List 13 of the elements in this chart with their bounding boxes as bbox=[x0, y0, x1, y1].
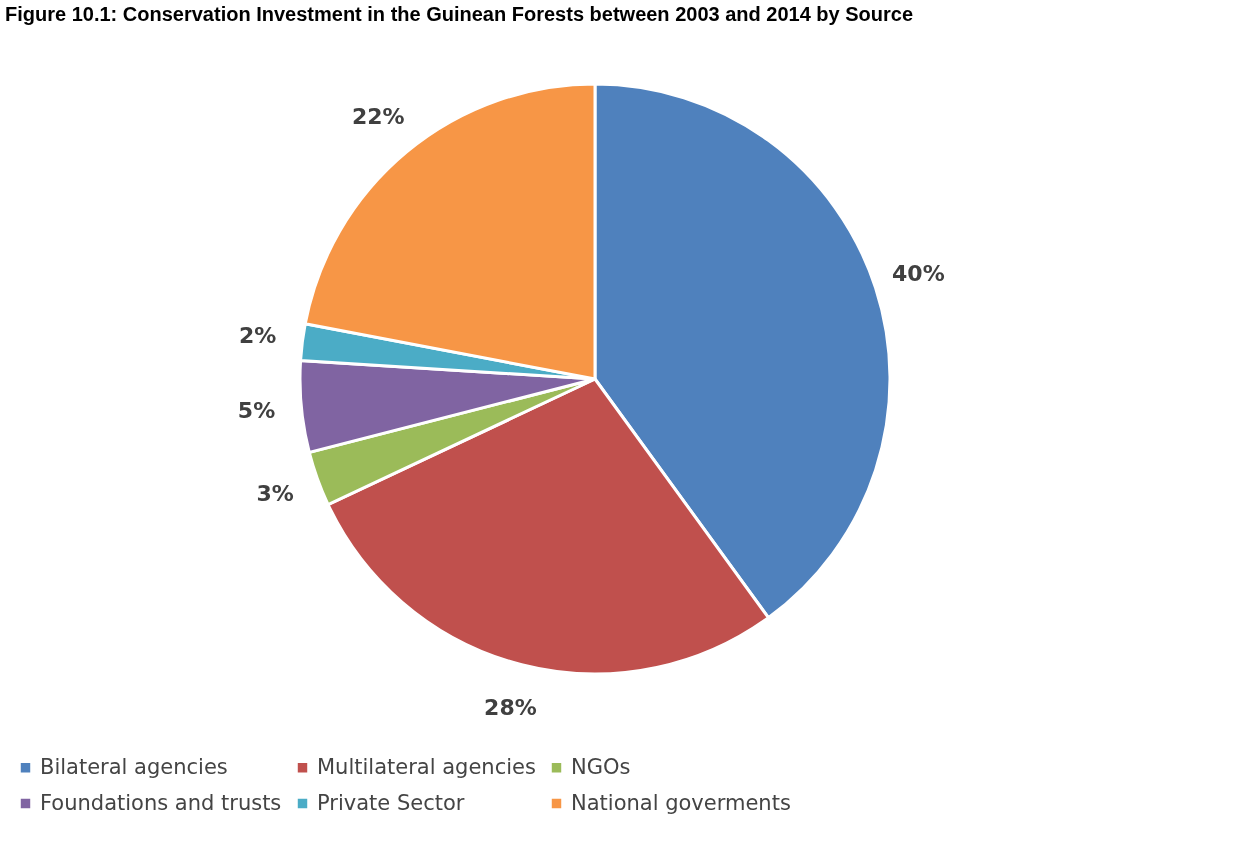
data-label: 2% bbox=[239, 323, 277, 349]
legend-label: Multilateral agencies bbox=[317, 754, 536, 779]
data-label: 28% bbox=[484, 695, 537, 721]
legend-label: Private Sector bbox=[317, 790, 465, 815]
data-label: 3% bbox=[256, 481, 294, 507]
legend-label: Foundations and trusts bbox=[40, 790, 282, 815]
chart-title: Figure 10.1: Conservation Investment in the Guinean Forests between 2003 and 2014 by Source bbox=[5, 3, 914, 25]
legend-label: Bilateral agencies bbox=[40, 754, 228, 779]
legend-label: National goverments bbox=[571, 790, 791, 815]
data-label: 5% bbox=[237, 398, 276, 423]
data-label: 22% bbox=[351, 104, 405, 130]
data-label: 40% bbox=[892, 260, 945, 286]
legend-label: NGOs bbox=[571, 754, 631, 779]
